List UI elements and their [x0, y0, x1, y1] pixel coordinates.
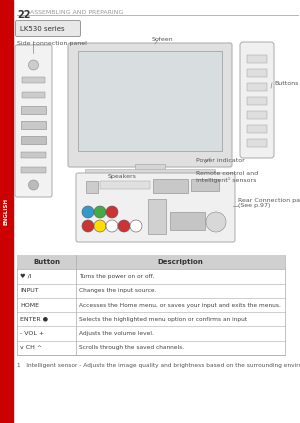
Bar: [0, 0, 13, 423]
FancyBboxPatch shape: [15, 45, 52, 197]
Text: Adjusts the volume level.: Adjusts the volume level.: [79, 331, 154, 336]
Text: Side connection panel: Side connection panel: [17, 41, 87, 46]
Circle shape: [106, 206, 118, 218]
Bar: [85, 169, 215, 177]
Bar: [191, 179, 219, 191]
Bar: [135, 164, 165, 179]
Text: Screen: Screen: [152, 37, 174, 42]
Text: Remote control and
intelligent¹ sensors: Remote control and intelligent¹ sensors: [196, 171, 258, 183]
Text: ♥ /I: ♥ /I: [20, 274, 32, 279]
Circle shape: [118, 220, 130, 232]
Text: INPUT: INPUT: [20, 288, 39, 293]
Bar: [148, 199, 166, 234]
Bar: [86, 181, 98, 193]
Bar: [247, 83, 267, 91]
Circle shape: [82, 206, 94, 218]
Text: Rear Connection panel
(See p.97): Rear Connection panel (See p.97): [238, 198, 300, 209]
Text: 1   Intelligent sensor - Adjusts the image quality and brightness based on the s: 1 Intelligent sensor - Adjusts the image…: [17, 363, 300, 368]
Text: Power indicator: Power indicator: [196, 158, 245, 163]
Text: Changes the input source.: Changes the input source.: [79, 288, 157, 293]
Text: - VOL +: - VOL +: [20, 331, 44, 336]
Bar: [247, 111, 267, 119]
Text: Button: Button: [33, 259, 60, 265]
Text: 22: 22: [17, 10, 31, 20]
Circle shape: [28, 180, 38, 190]
Text: Scrolls through the saved channels.: Scrolls through the saved channels.: [79, 345, 184, 350]
Circle shape: [94, 206, 106, 218]
Bar: [22, 92, 45, 98]
Bar: [170, 212, 205, 230]
Bar: [78, 51, 222, 151]
Bar: [247, 139, 267, 147]
Bar: [247, 55, 267, 63]
Bar: [21, 167, 46, 173]
Bar: [153, 179, 188, 193]
Bar: [17, 255, 285, 269]
Bar: [21, 106, 46, 114]
Bar: [21, 152, 46, 158]
Text: Speakers: Speakers: [108, 174, 136, 179]
Text: ENTER ●: ENTER ●: [20, 317, 48, 322]
Text: v CH ^: v CH ^: [20, 345, 42, 350]
FancyBboxPatch shape: [76, 173, 235, 242]
Bar: [22, 77, 45, 83]
Bar: [17, 255, 285, 355]
Circle shape: [28, 60, 38, 70]
Text: Buttons: Buttons: [274, 80, 298, 85]
Bar: [247, 125, 267, 133]
Text: Turns the power on or off.: Turns the power on or off.: [79, 274, 154, 279]
Text: HOME: HOME: [20, 302, 39, 308]
Bar: [21, 121, 46, 129]
Circle shape: [106, 220, 118, 232]
Bar: [247, 69, 267, 77]
Text: Selects the highlighted menu option or confirms an input: Selects the highlighted menu option or c…: [79, 317, 247, 322]
Bar: [21, 136, 46, 144]
FancyBboxPatch shape: [16, 20, 80, 36]
FancyBboxPatch shape: [68, 43, 232, 167]
Text: Description: Description: [158, 259, 203, 265]
Circle shape: [130, 220, 142, 232]
Circle shape: [82, 220, 94, 232]
Bar: [120, 177, 180, 185]
Text: LK530 series: LK530 series: [20, 25, 64, 31]
Circle shape: [206, 212, 226, 232]
Circle shape: [94, 220, 106, 232]
Bar: [247, 97, 267, 105]
Bar: [100, 181, 150, 189]
Text: ASSEMBLING AND PREPARING: ASSEMBLING AND PREPARING: [30, 10, 123, 15]
Text: ENGLISH: ENGLISH: [4, 198, 9, 225]
FancyBboxPatch shape: [240, 42, 274, 158]
Text: Accesses the Home menu, or saves your input and exits the menus.: Accesses the Home menu, or saves your in…: [79, 302, 281, 308]
